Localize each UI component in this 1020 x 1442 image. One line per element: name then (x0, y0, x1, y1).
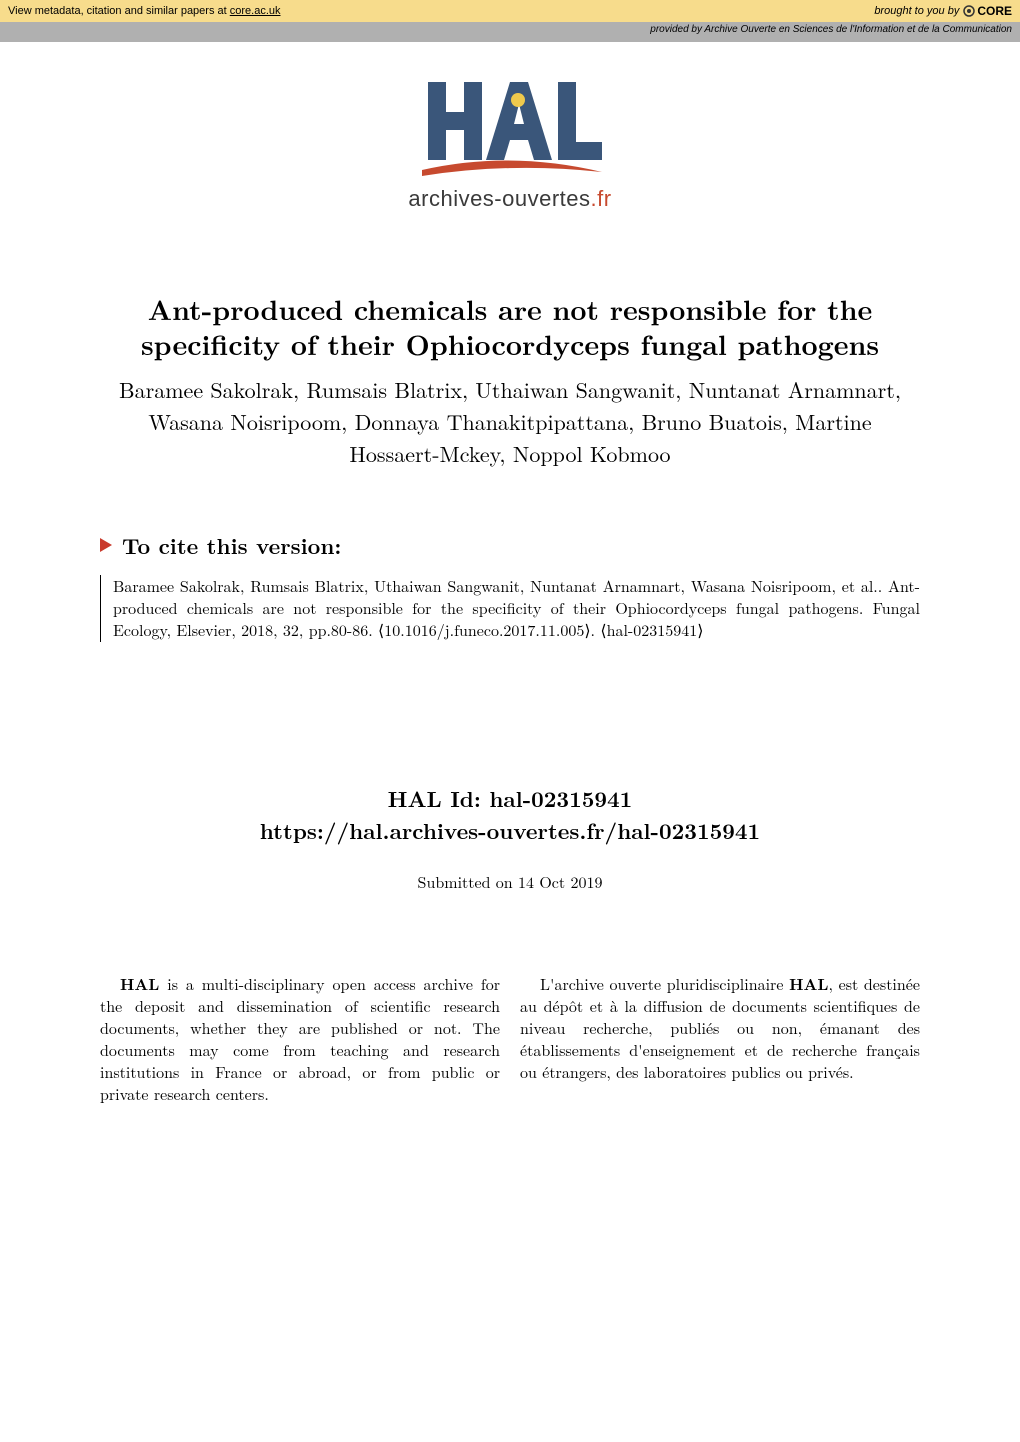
core-logo-icon (963, 5, 975, 17)
logo-text-suffix: .fr (591, 186, 612, 211)
core-link[interactable]: core.ac.uk (230, 5, 281, 17)
paper-title: Ant-produced chemicals are not responsib… (100, 292, 920, 362)
description-columns: HAL is a multi-disciplinary open access … (100, 973, 920, 1105)
desc-fr-prefix: L'archive ouverte pluridisciplinaire (540, 972, 789, 995)
banner-text-prefix: View metadata, citation and similar pape… (8, 5, 230, 17)
logo-text-main: archives-ouvertes (408, 186, 590, 211)
desc-en-bold: HAL (120, 972, 159, 995)
hal-id-line: HAL Id: hal-02315941 (100, 782, 920, 815)
cite-header: To cite this version: (100, 530, 920, 561)
cite-header-text: To cite this version: (122, 530, 341, 561)
banner-metadata-text: View metadata, citation and similar pape… (8, 5, 281, 17)
hal-id-block: HAL Id: hal-02315941 https://hal.archive… (100, 782, 920, 846)
provided-by-text: Archive Ouverte en Sciences de l'Informa… (704, 24, 1012, 35)
desc-fr-bold: HAL (789, 972, 828, 995)
page-content: Ant-produced chemicals are not responsib… (0, 292, 1020, 1105)
hal-logo: archives-ouvertes.fr (408, 72, 611, 212)
hal-logo-block: archives-ouvertes.fr (0, 72, 1020, 212)
hal-logo-text: archives-ouvertes.fr (408, 186, 611, 212)
hal-url-link[interactable]: https://hal.archives-ouvertes.fr/hal-023… (260, 815, 760, 846)
provided-by-banner: provided by Archive Ouverte en Sciences … (0, 22, 1020, 42)
hal-id-value: hal-02315941 (489, 783, 632, 814)
core-logo[interactable]: CORE (963, 4, 1012, 18)
core-banner: View metadata, citation and similar pape… (0, 0, 1020, 22)
hal-url[interactable]: https://hal.archives-ouvertes.fr/hal-023… (100, 815, 920, 846)
triangle-bullet-icon (100, 538, 112, 552)
brought-to-you-text: brought to you by (874, 5, 959, 17)
hal-logo-icon (410, 72, 610, 182)
citation-text: Baramee Sakolrak, Rumsais Blatrix, Uthai… (100, 575, 920, 642)
provided-by-prefix: provided by (650, 24, 704, 35)
core-brand-text: CORE (977, 4, 1012, 18)
submitted-date: Submitted on 14 Oct 2019 (100, 870, 920, 893)
desc-en-text: is a multi-disciplinary open access arch… (100, 972, 500, 1105)
description-fr: L'archive ouverte pluridisciplinaire HAL… (520, 973, 920, 1105)
hal-id-label: HAL Id: (388, 783, 481, 814)
banner-attribution: brought to you by CORE (874, 4, 1012, 18)
paper-authors: Baramee Sakolrak, Rumsais Blatrix, Uthai… (100, 374, 920, 470)
description-en: HAL is a multi-disciplinary open access … (100, 973, 500, 1105)
